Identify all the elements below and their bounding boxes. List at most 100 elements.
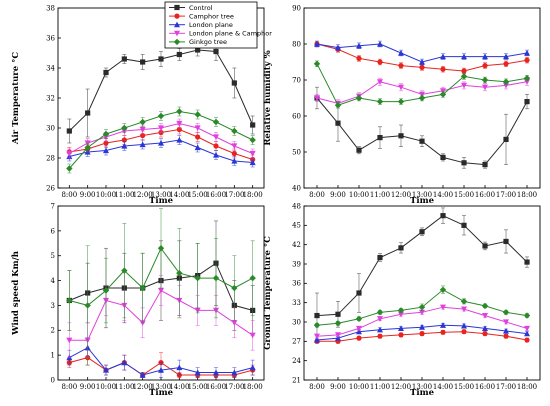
legend-item: London plane & Camphor — [169, 30, 272, 38]
data-point — [418, 94, 426, 102]
data-point — [157, 245, 165, 252]
legend-label: London plane — [189, 21, 233, 29]
data-point — [231, 369, 238, 376]
data-point — [195, 134, 201, 140]
data-point — [250, 122, 256, 128]
y-tick-label: 50 — [292, 148, 301, 156]
x-tick-label: 13:00 — [412, 191, 432, 199]
data-point — [121, 267, 128, 274]
data-point — [503, 136, 509, 142]
data-point — [195, 47, 201, 53]
data-point — [524, 57, 530, 63]
legend-marker — [174, 4, 180, 11]
y-axis-label: Wind speed Km/h — [11, 251, 21, 336]
data-point — [419, 91, 425, 98]
data-point — [524, 99, 530, 105]
data-point — [249, 274, 256, 282]
y-tick-label: 6 — [51, 227, 56, 235]
x-tick-label: 12:00 — [133, 383, 153, 391]
data-point — [523, 75, 531, 82]
data-point — [376, 309, 384, 316]
series-camphor-tree — [314, 329, 530, 344]
legend-item: Ginkgo tree — [169, 38, 227, 46]
data-point — [334, 44, 341, 51]
data-point — [194, 274, 201, 282]
data-point — [397, 49, 404, 56]
data-point — [397, 98, 405, 105]
y-tick-label: 26 — [46, 184, 55, 192]
x-axis-label: Time — [410, 388, 435, 398]
data-point — [482, 53, 489, 60]
data-point — [461, 160, 467, 166]
data-point — [524, 49, 531, 56]
data-point — [313, 40, 320, 47]
legend-label: Camphor tree — [189, 12, 234, 20]
y-tick-label: 0 — [51, 376, 55, 384]
data-point — [524, 337, 530, 343]
series-ginkgo-tree — [66, 208, 256, 366]
data-point — [440, 53, 447, 60]
x-tick-label: 16:00 — [475, 191, 495, 199]
series-camphor-tree — [314, 40, 530, 75]
data-point — [121, 142, 128, 149]
data-point — [503, 327, 510, 334]
x-tick-label: 18:00 — [517, 191, 537, 199]
data-point — [419, 229, 425, 235]
y-tick-label: 38 — [46, 4, 55, 12]
y-tick-label: 1 — [51, 352, 55, 360]
data-point — [102, 366, 109, 373]
series-london-plane-camphor — [313, 304, 531, 340]
data-point — [102, 287, 110, 294]
data-point — [314, 312, 320, 319]
data-point — [419, 324, 425, 330]
data-point — [461, 306, 468, 313]
data-point — [121, 359, 128, 366]
data-point — [313, 322, 321, 329]
y-axis-label: Air Temperature °C — [11, 52, 21, 146]
data-point — [461, 53, 468, 60]
series-london-plane — [66, 337, 256, 378]
data-point — [482, 243, 488, 249]
x-tick-label: 14:00 — [169, 383, 189, 391]
data-point — [418, 303, 426, 311]
data-point — [482, 84, 489, 91]
data-point — [419, 58, 425, 65]
data-point — [213, 143, 219, 149]
data-point — [524, 330, 531, 337]
legend-marker — [174, 13, 180, 19]
data-point — [377, 135, 383, 141]
data-point — [85, 110, 91, 116]
data-point — [440, 66, 446, 72]
data-point — [482, 325, 489, 332]
data-point — [121, 124, 128, 132]
data-point — [334, 332, 341, 338]
legend-label: London plane & Camphor — [189, 30, 272, 38]
y-tick-label: 39 — [292, 260, 301, 268]
y-tick-label: 36 — [46, 34, 55, 42]
data-point — [356, 290, 362, 296]
x-tick-label: 18:00 — [243, 191, 263, 199]
data-point — [440, 213, 446, 219]
data-point — [335, 311, 341, 317]
data-point — [398, 63, 404, 69]
data-point — [503, 53, 510, 60]
data-point — [398, 133, 404, 139]
data-point — [121, 56, 127, 62]
y-tick-label: 90 — [292, 4, 301, 12]
data-point — [66, 165, 73, 172]
data-point — [502, 309, 510, 316]
data-point — [376, 326, 383, 333]
x-tick-label: 17:00 — [224, 383, 244, 391]
data-point — [176, 136, 183, 143]
data-point — [176, 51, 182, 58]
x-tick-label: 18:00 — [517, 383, 537, 391]
x-tick-label: 9:00 — [80, 383, 96, 391]
legend-label: Ginkgo tree — [189, 38, 227, 46]
x-tick-label: 16:00 — [206, 383, 226, 391]
data-point — [176, 108, 183, 115]
x-tick-label: 13:00 — [412, 383, 432, 391]
x-tick-label: 12:00 — [133, 191, 153, 199]
data-point — [439, 91, 447, 98]
x-tick-label: 11:00 — [114, 191, 134, 199]
